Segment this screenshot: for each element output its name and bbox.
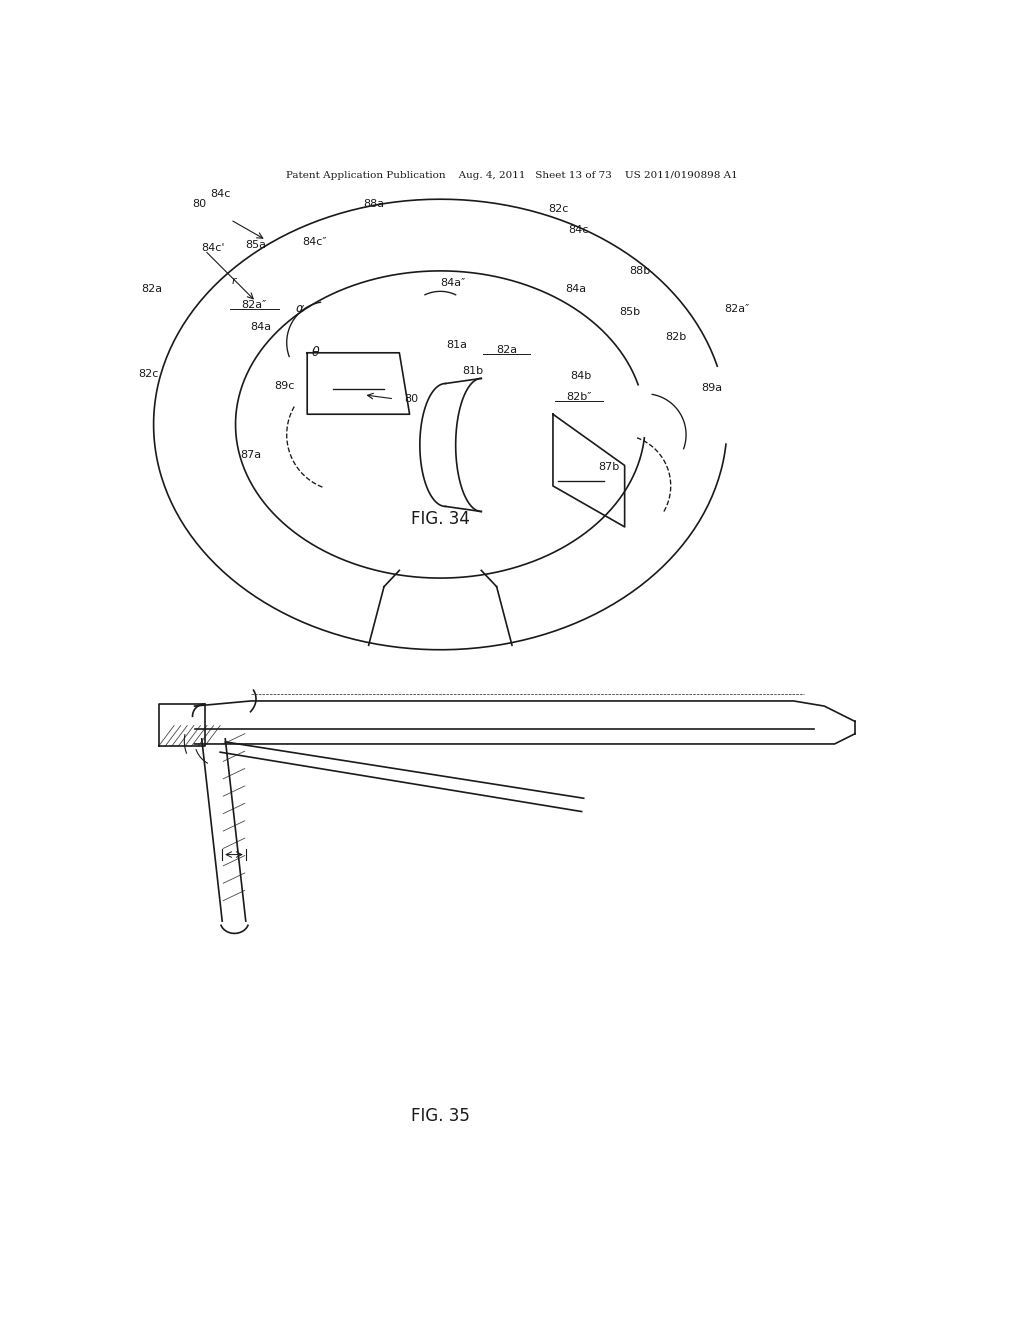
Text: 82a″: 82a″ [725, 304, 750, 314]
Text: 82c: 82c [548, 205, 568, 214]
Text: 85a: 85a [246, 240, 266, 251]
Text: 82a: 82a [497, 345, 517, 355]
Text: 87a: 87a [241, 450, 261, 461]
Text: 82b″: 82b″ [566, 392, 591, 401]
Text: 84a: 84a [251, 322, 271, 333]
Text: 84c': 84c' [202, 243, 224, 253]
Text: FIG. 35: FIG. 35 [411, 1106, 470, 1125]
Text: 88b: 88b [630, 265, 650, 276]
Text: 84b: 84b [570, 371, 591, 381]
Text: 84c: 84c [568, 224, 589, 235]
Text: 88a: 88a [364, 199, 384, 210]
Text: 84a: 84a [565, 284, 586, 294]
Text: r: r [231, 276, 236, 286]
Text: 82a″: 82a″ [242, 300, 266, 310]
Text: 85b: 85b [620, 306, 640, 317]
Text: 80: 80 [193, 199, 207, 210]
Text: 82a: 82a [141, 284, 162, 294]
Text: 81b: 81b [463, 366, 483, 376]
Text: 82c: 82c [138, 370, 159, 379]
Text: 82b: 82b [666, 333, 686, 342]
Text: 84c: 84c [210, 189, 230, 199]
Text: α: α [296, 302, 304, 315]
Text: 84c″: 84c″ [302, 238, 327, 247]
Text: 81a: 81a [446, 339, 467, 350]
Text: 89c: 89c [274, 380, 295, 391]
Text: FIG. 34: FIG. 34 [411, 510, 470, 528]
Text: 89a: 89a [701, 383, 722, 392]
Text: 84a″: 84a″ [440, 279, 465, 288]
Text: 80: 80 [404, 393, 419, 404]
Text: θ: θ [311, 346, 319, 359]
Text: 87b: 87b [599, 462, 620, 473]
Text: Patent Application Publication    Aug. 4, 2011   Sheet 13 of 73    US 2011/01908: Patent Application Publication Aug. 4, 2… [286, 172, 738, 180]
